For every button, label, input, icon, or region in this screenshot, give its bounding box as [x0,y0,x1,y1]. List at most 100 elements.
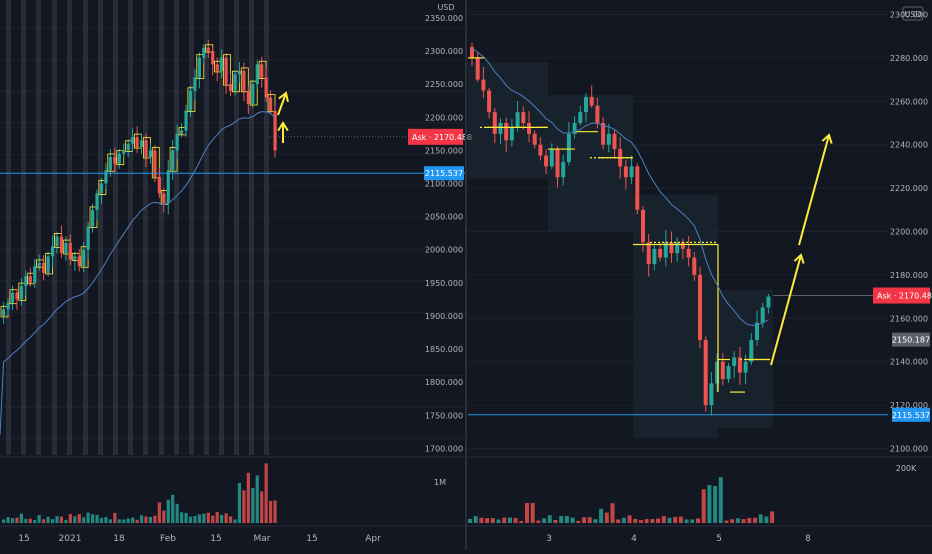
session-bar [21,0,26,455]
volume-bar [82,517,86,523]
volume-bar [2,519,6,523]
candle-body [82,249,86,267]
price-tick-label: 2120.000 [890,401,928,410]
time-tick-label: 2021 [59,534,82,544]
candle-body [171,150,175,171]
candle-body [492,112,497,134]
volume-bar [684,519,689,523]
volume-bar [33,519,37,523]
candle-body [211,51,215,65]
volume-bar [690,519,695,523]
volume-bar [202,513,206,523]
session-bar [143,0,148,455]
candle-body [180,130,184,134]
volume-bar [542,518,547,523]
volume-bar [255,475,259,523]
left-volume-bars [2,463,277,523]
level-price-text: 2115.537 [425,169,463,178]
candle-body [726,366,731,380]
left-candles [0,39,277,324]
volume-bar [6,517,10,523]
arrow-up-icon [798,133,833,246]
volume-bar [166,499,170,523]
candle-body [139,140,144,148]
candle-body [509,127,514,141]
currency-badge[interactable] [902,6,924,21]
candle-body [206,47,210,52]
time-tick-label: Apr [365,534,381,544]
volume-bar [678,516,683,523]
volume-bar [273,500,277,523]
volume-bar [621,517,626,523]
volume-bar [576,520,581,523]
volume-bar [479,517,484,523]
price-tick-label: 2220.000 [890,184,928,193]
candle-body [470,47,474,58]
candle-body [126,143,130,151]
price-tick-label: 2140.000 [890,358,928,367]
ha-overlay [169,146,178,172]
ask-price-text: Ask · 2170.488 [877,292,932,301]
volume-bar [148,516,153,523]
candle-body [589,96,594,106]
candle-body [641,209,645,243]
volume-bar [707,485,712,523]
price-tick-label: 1750.000 [425,411,463,420]
candle-body [652,248,657,265]
candle-body [527,123,531,134]
price-tick-label: 1800.000 [425,378,463,387]
volume-bar [215,512,219,523]
candle-body [215,64,219,71]
volume-bar [86,512,90,523]
candle-body [42,262,46,273]
candle-body [544,155,549,167]
volume-bar [633,518,638,523]
volume-bar [673,516,678,523]
volume-bar [696,518,700,523]
price-tick-label: 1850.000 [425,345,463,354]
price-tick-label: 2100.000 [425,179,463,188]
volume-bar [667,517,672,523]
session-bar [264,0,269,455]
volume-bar [28,518,32,523]
candle-body [95,193,99,210]
volume-bar [701,489,706,523]
currency-label: USD [437,3,454,12]
volume-bar [559,515,564,523]
candle-body [273,110,277,151]
ask-price-tag [408,128,463,145]
volume-bar [502,517,507,523]
candle-body [135,137,139,148]
candle-body [504,123,509,141]
volume-bar [113,512,117,523]
volume-bar [530,503,535,523]
candle-body [237,70,242,75]
volume-bar [162,510,166,523]
volume-bar [37,515,41,523]
candle-body [606,133,611,145]
right-volume-bars [468,477,775,523]
volume-bar [175,503,179,523]
volume-bar [237,483,242,523]
volume-bar [724,520,729,523]
volume-bar [184,512,188,523]
candle-body [686,248,691,258]
price-tick-label: 2280.000 [890,54,928,63]
volume-axis-label: 200K [896,464,917,473]
volume-bar [42,519,46,523]
volume-bar [639,520,643,523]
volume-bar [610,503,615,523]
time-tick-label: 18 [113,534,125,544]
volume-bar [19,513,23,523]
candle-body [584,96,588,113]
volume-bar [99,517,104,523]
volume-bar [233,519,237,523]
candle-body [663,242,668,258]
candle-body [246,90,250,105]
volume-bar [139,515,144,523]
volume-bar [108,519,112,523]
candle-body [555,149,560,178]
volume-bar [604,512,609,523]
volume-bar [496,519,501,523]
